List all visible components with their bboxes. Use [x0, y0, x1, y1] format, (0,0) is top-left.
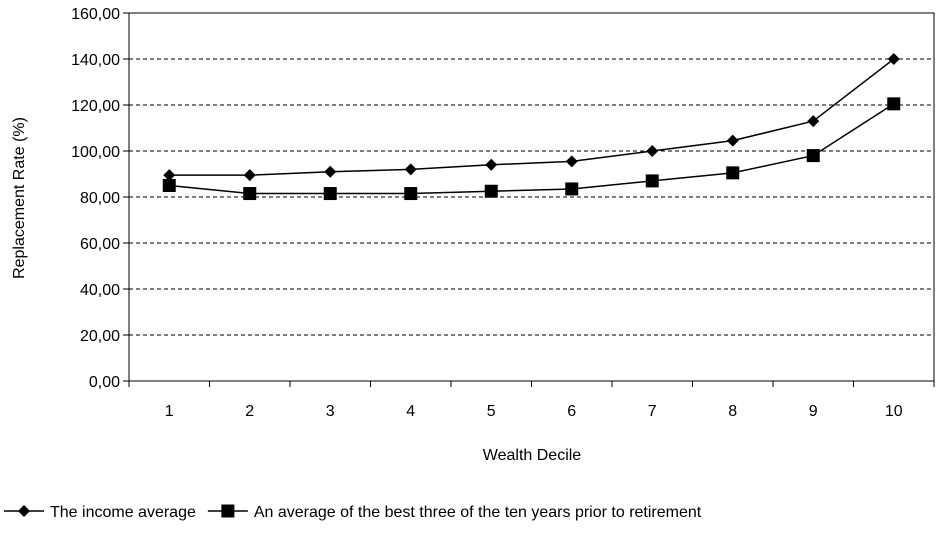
- y-tick-label: 40,00: [80, 282, 120, 299]
- data-point-series-1: [324, 165, 337, 178]
- data-point-series-2: [806, 149, 820, 163]
- data-point-series-1: [565, 155, 578, 168]
- x-tick-label: 1: [165, 403, 174, 420]
- data-point-series-1: [807, 115, 820, 128]
- y-tick-label: 60,00: [80, 236, 120, 253]
- data-point-series-2: [404, 187, 418, 201]
- y-tick-label: 80,00: [80, 190, 120, 207]
- legend: The income average An average of the best…: [4, 504, 702, 521]
- series-line-1: [169, 58, 895, 176]
- x-tick-label: 4: [406, 403, 415, 420]
- y-tick-label: 0,00: [89, 374, 120, 391]
- data-point-series-1: [163, 169, 176, 182]
- y-tick-label: 160,00: [71, 6, 120, 23]
- y-tick-label: 100,00: [71, 144, 120, 161]
- data-point-series-2: [484, 184, 498, 198]
- series-lines: [162, 53, 901, 201]
- y-tick-label: 20,00: [80, 328, 120, 345]
- data-point-series-2: [726, 166, 740, 180]
- x-tick-label: 10: [885, 403, 903, 420]
- data-point-series-2: [887, 97, 901, 111]
- data-point-series-2: [162, 179, 176, 192]
- data-point-series-2: [323, 187, 337, 201]
- series-line-2: [169, 103, 895, 195]
- data-point-series-2: [565, 182, 579, 196]
- x-tick-label: 7: [648, 403, 657, 420]
- data-point-series-1: [646, 145, 659, 157]
- x-tick-label: 5: [487, 403, 496, 420]
- data-point-series-1: [887, 53, 900, 65]
- data-point-series-1: [485, 158, 498, 171]
- x-tick-label: 9: [809, 403, 818, 420]
- legend-label-1: The income average: [50, 504, 196, 521]
- x-tick-label: 3: [326, 403, 335, 420]
- data-point-series-1: [243, 169, 256, 182]
- legend-label-2: An average of the best three of the ten …: [254, 504, 702, 521]
- legend-marker-2: [221, 504, 235, 518]
- x-tick-label: 2: [245, 403, 254, 420]
- x-axis-title: Wealth Decile: [483, 447, 582, 464]
- data-point-series-1: [404, 163, 417, 176]
- x-tick-label: 8: [728, 403, 737, 420]
- axes: 0,00 20,00 40,00 60,00 80,00 100,00 120,00 140,…: [71, 6, 935, 420]
- y-tick-label: 140,00: [71, 52, 120, 69]
- legend-marker-1: [18, 505, 30, 517]
- data-point-series-2: [645, 174, 659, 188]
- x-tick-label: 6: [567, 403, 576, 420]
- data-point-series-1: [726, 134, 739, 147]
- data-point-series-2: [243, 187, 257, 201]
- y-axis-title: Replacement Rate (%): [11, 117, 28, 279]
- y-tick-label: 120,00: [71, 98, 120, 115]
